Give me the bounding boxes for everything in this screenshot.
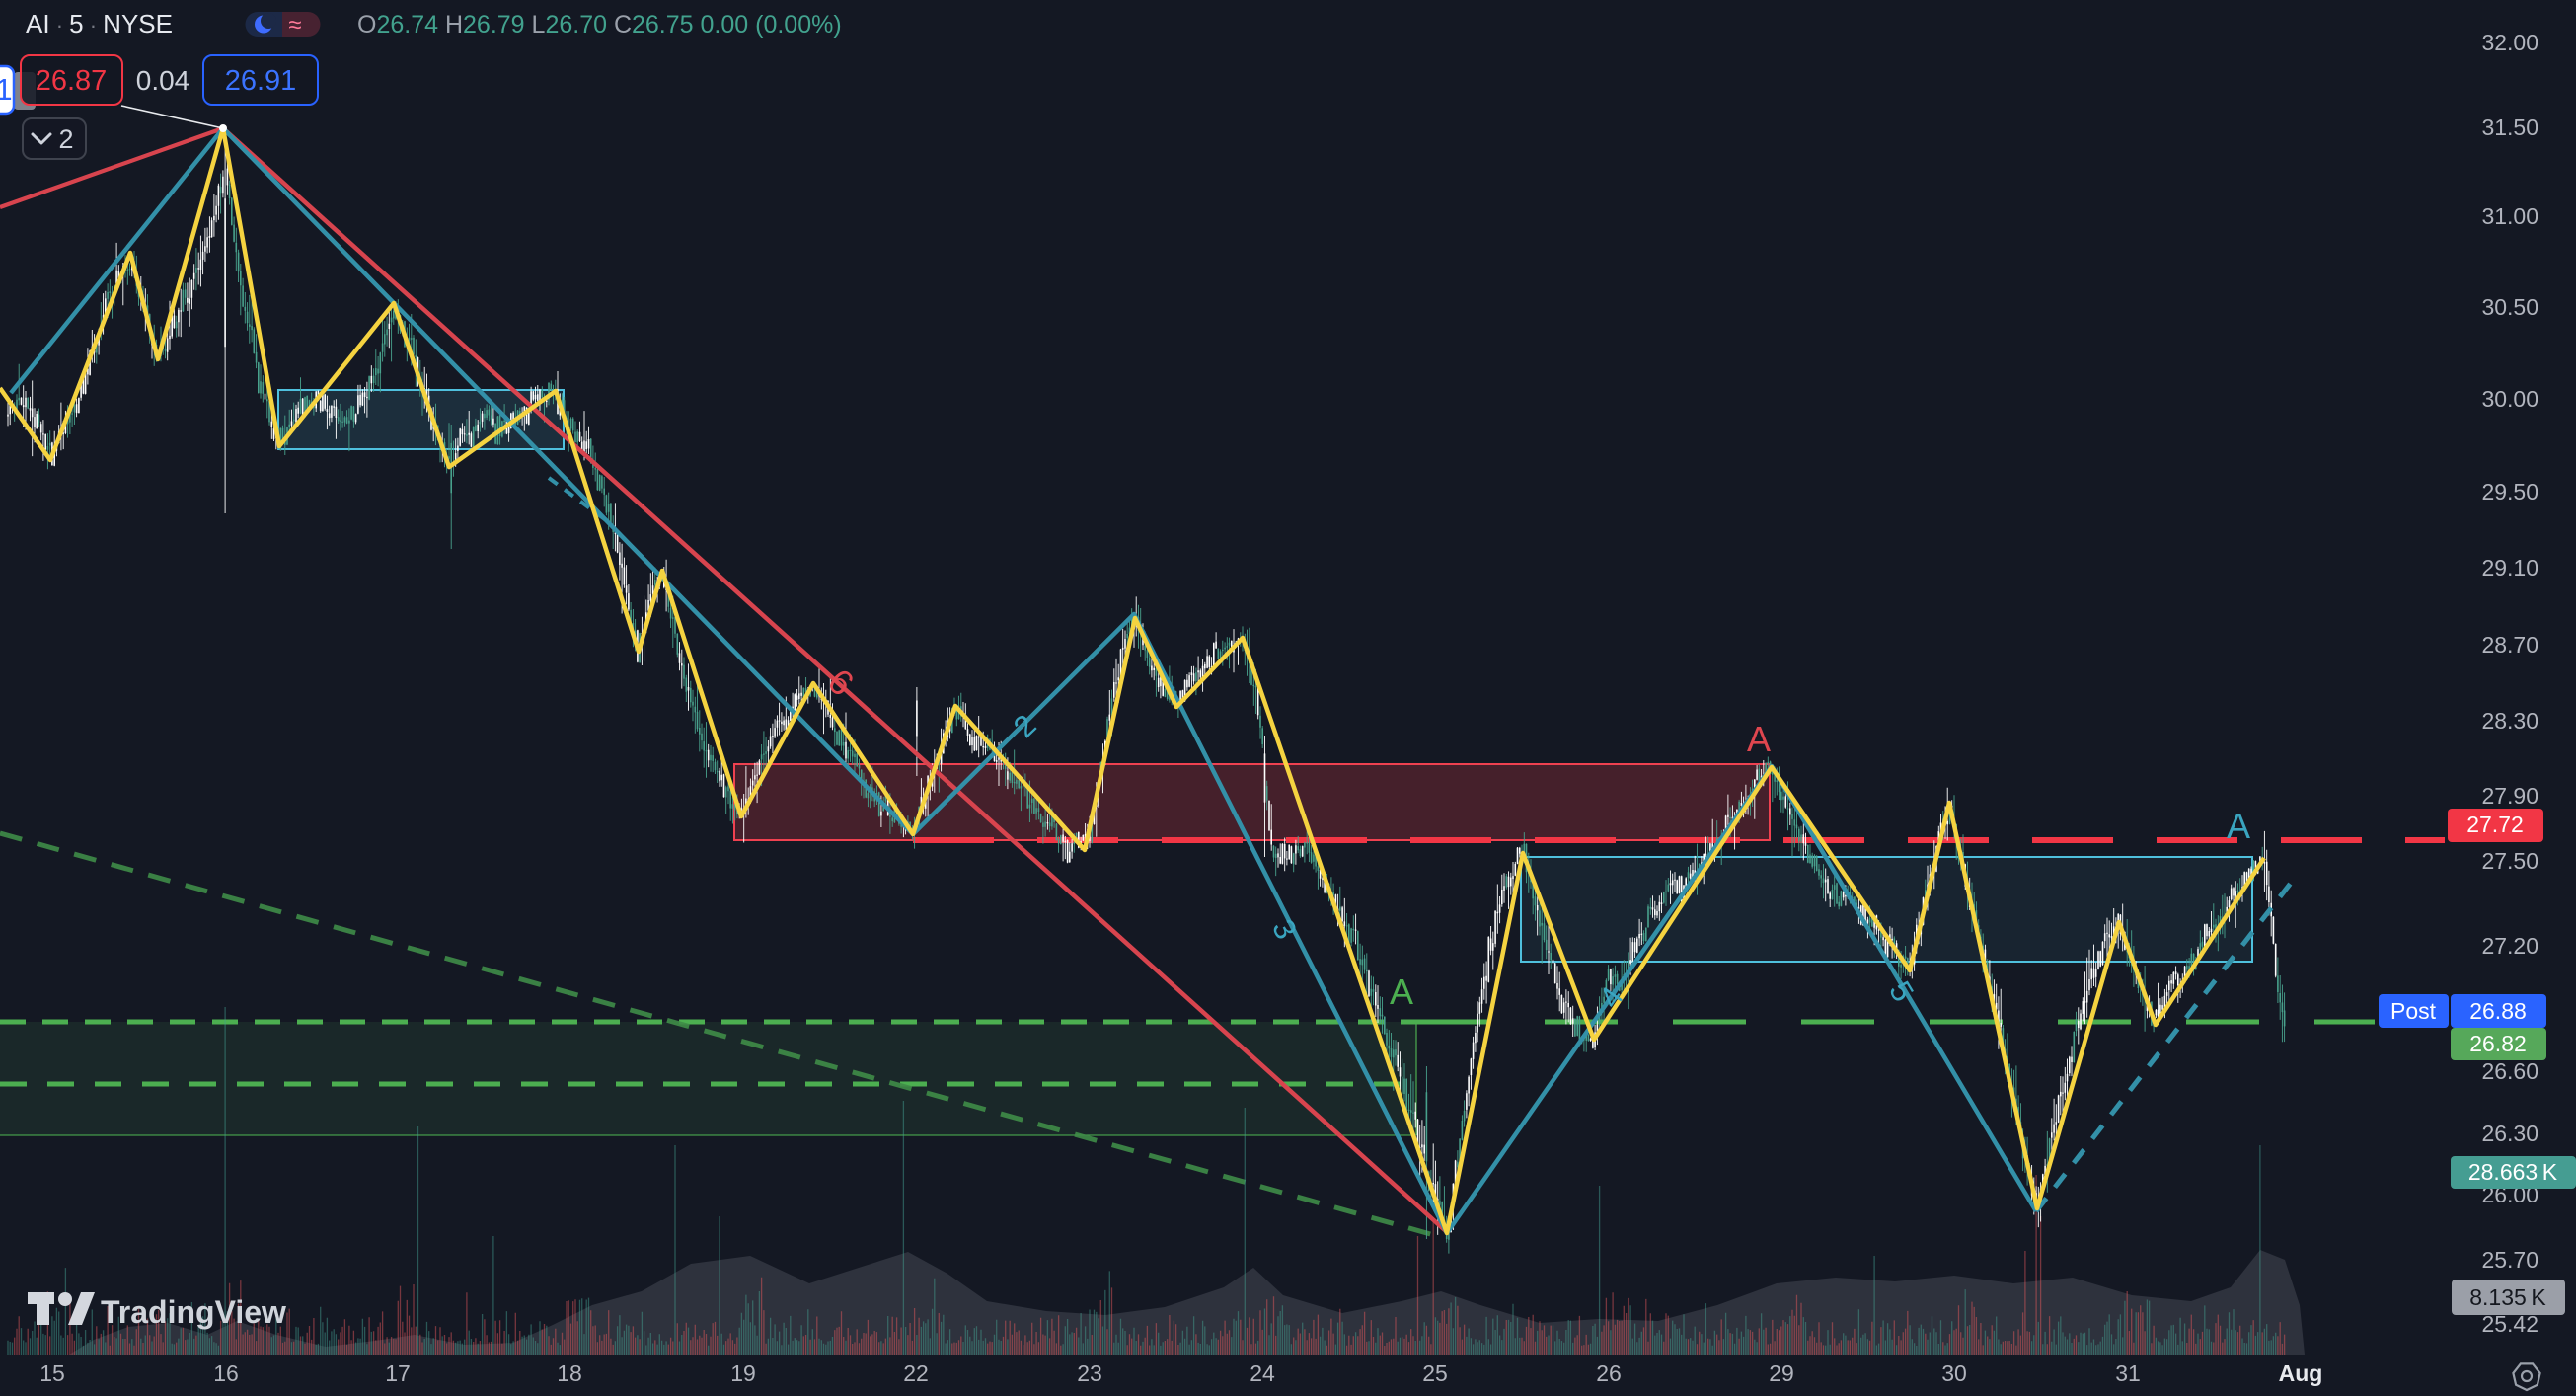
svg-text:TradingView: TradingView <box>101 1294 286 1330</box>
svg-text:28.70: 28.70 <box>2481 632 2538 658</box>
svg-text:Aug: Aug <box>2279 1360 2323 1386</box>
svg-text:24: 24 <box>1250 1360 1275 1386</box>
svg-text:8.135 K: 8.135 K <box>2469 1284 2546 1310</box>
svg-text:29.10: 29.10 <box>2481 555 2538 581</box>
svg-text:29: 29 <box>1769 1360 1794 1386</box>
svg-text:AI · 5 · NYSE: AI · 5 · NYSE <box>26 9 173 39</box>
svg-text:32.00: 32.00 <box>2481 30 2538 55</box>
svg-text:2: 2 <box>58 124 73 154</box>
svg-text:17: 17 <box>385 1360 411 1386</box>
svg-text:A: A <box>2227 806 2250 846</box>
svg-text:25: 25 <box>1422 1360 1448 1386</box>
svg-text:27.20: 27.20 <box>2481 933 2538 959</box>
svg-text:15: 15 <box>39 1360 65 1386</box>
svg-text:27.90: 27.90 <box>2481 783 2538 809</box>
svg-text:26.82: 26.82 <box>2469 1031 2527 1056</box>
svg-text:30.00: 30.00 <box>2481 386 2538 412</box>
svg-text:Post: Post <box>2390 998 2437 1024</box>
svg-text:19: 19 <box>730 1360 756 1386</box>
svg-text:1: 1 <box>0 72 13 107</box>
svg-text:31.00: 31.00 <box>2481 203 2538 229</box>
svg-text:28.30: 28.30 <box>2481 708 2538 734</box>
svg-text:16: 16 <box>213 1360 239 1386</box>
svg-text:0.04: 0.04 <box>136 65 190 96</box>
svg-text:A: A <box>1390 971 1413 1012</box>
svg-text:27.50: 27.50 <box>2481 848 2538 874</box>
svg-text:29.50: 29.50 <box>2481 479 2538 504</box>
svg-text:≈: ≈ <box>288 12 301 39</box>
svg-text:30: 30 <box>1941 1360 1967 1386</box>
svg-text:28.663 K: 28.663 K <box>2468 1159 2558 1185</box>
svg-text:31: 31 <box>2115 1360 2141 1386</box>
svg-text:25.42: 25.42 <box>2481 1311 2538 1337</box>
svg-text:25.70: 25.70 <box>2481 1247 2538 1273</box>
svg-text:26.30: 26.30 <box>2481 1121 2538 1146</box>
svg-text:23: 23 <box>1077 1360 1102 1386</box>
svg-text:18: 18 <box>557 1360 582 1386</box>
svg-text:26.60: 26.60 <box>2481 1058 2538 1084</box>
svg-text:26: 26 <box>1596 1360 1622 1386</box>
svg-text:27.72: 27.72 <box>2466 812 2524 837</box>
svg-text:26.87: 26.87 <box>36 65 108 97</box>
svg-text:30.50: 30.50 <box>2481 294 2538 320</box>
svg-text:O26.74 H26.79 L26.70 C26.75 0.: O26.74 H26.79 L26.70 C26.75 0.00 (0.00%) <box>357 11 842 39</box>
svg-text:31.50: 31.50 <box>2481 115 2538 140</box>
svg-text:A: A <box>1747 719 1771 759</box>
svg-text:26.91: 26.91 <box>225 65 297 97</box>
svg-text:22: 22 <box>903 1360 929 1386</box>
svg-text:26.88: 26.88 <box>2469 998 2527 1024</box>
